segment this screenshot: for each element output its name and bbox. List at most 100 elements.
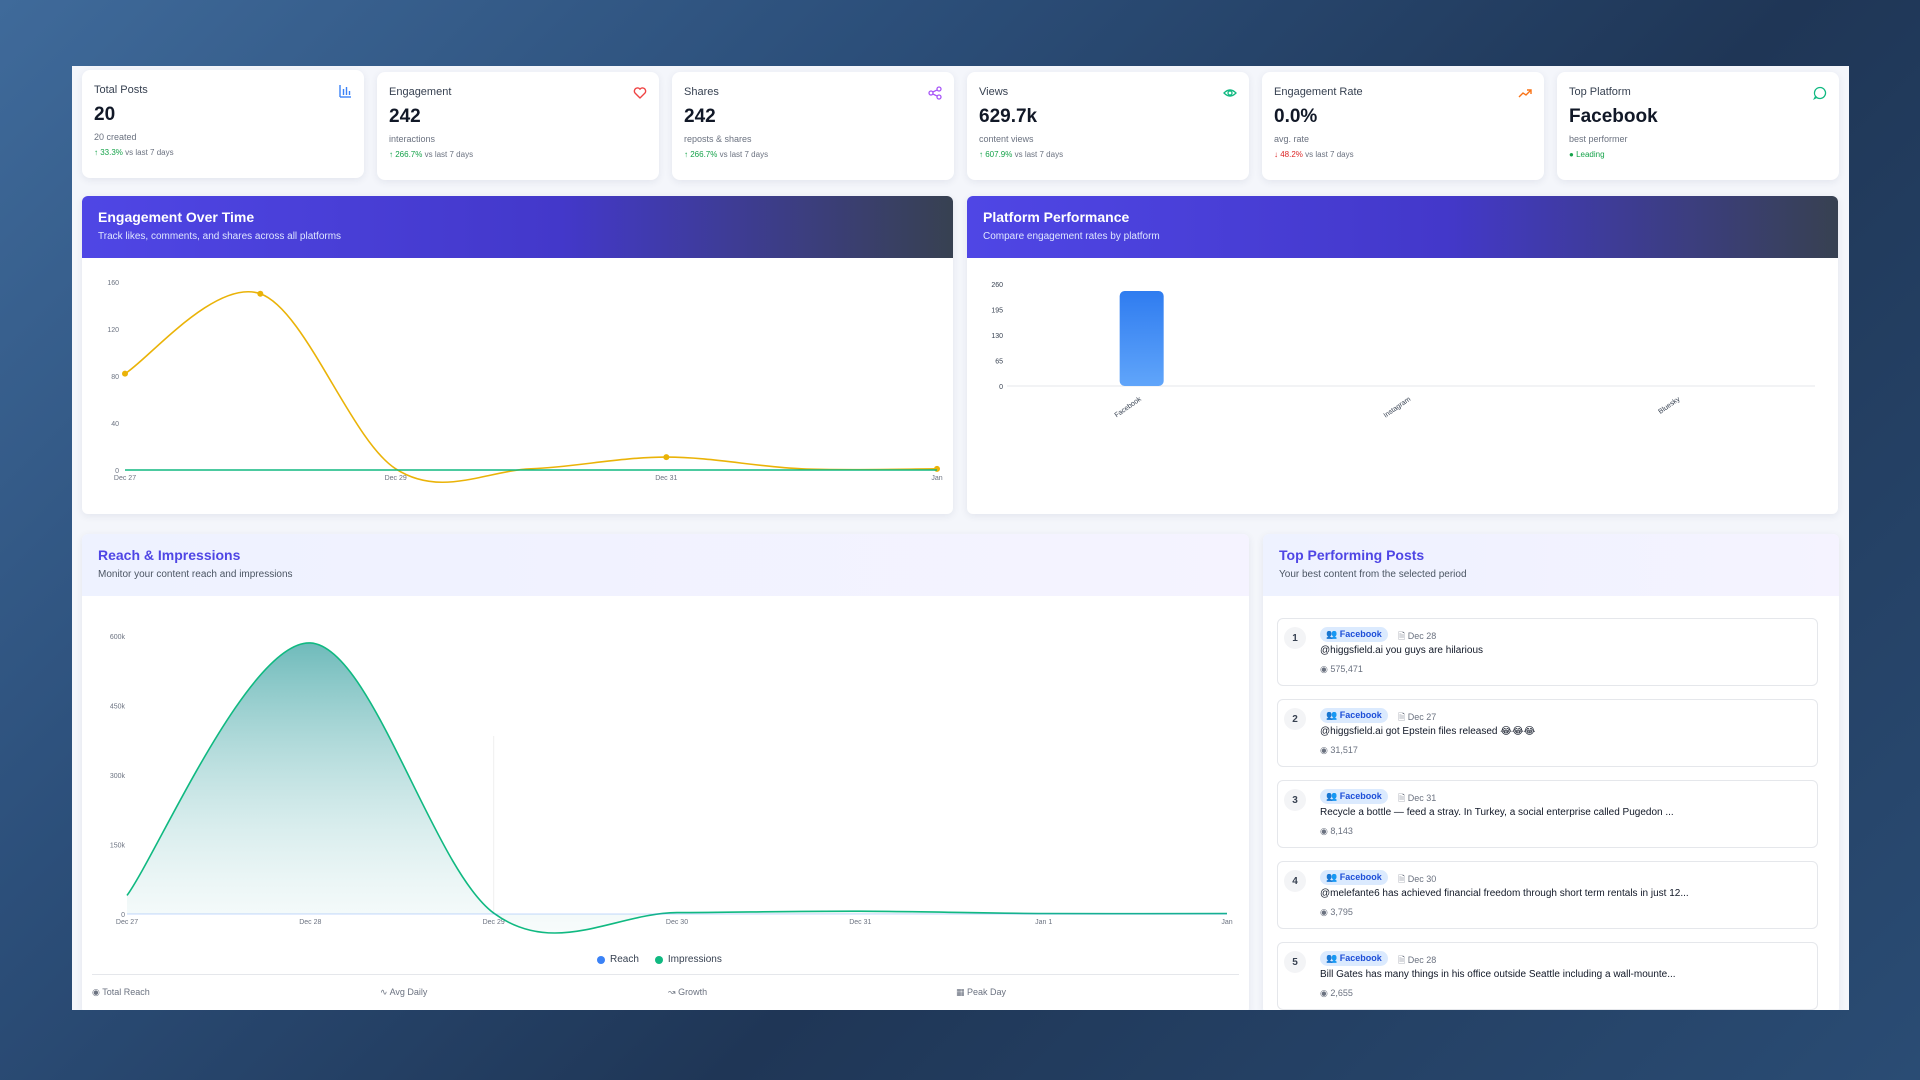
x-tick-label: Jan 1 [1035,919,1052,926]
activity-icon: ∿ [380,987,388,997]
stat-card-engagement-rate: Engagement Rate 0.0% avg. rate ↓ 48.2% v… [1262,72,1544,180]
share-icon [928,86,942,100]
document-icon: 🗎 [1398,874,1406,884]
stat-trend: ↑ 266.7% vs last 7 days [389,150,474,159]
post-text: Recycle a bottle — feed a stray. In Turk… [1320,807,1674,818]
engagement-panel: Engagement Over Time Track likes, commen… [82,196,953,514]
stat-value: 242 [684,106,716,127]
post-date: 🗎 Dec 27 [1398,712,1437,722]
panel-subtitle: Compare engagement rates by platform [983,231,1160,242]
footer-peak-day: ▦ Peak Day [956,987,1007,997]
stat-sub: interactions [389,134,436,144]
stats-row: Total Posts 20 20 created ↑ 33.3% vs las… [82,70,1839,180]
platform-badge: 👥 Facebook [1320,789,1388,804]
document-icon: 🗎 [1398,712,1406,722]
post-text: @higgsfield.ai got Epstein files release… [1320,726,1536,737]
panel-title: Top Performing Posts [1279,547,1425,563]
post-card[interactable]: 3 👥 Facebook 🗎 Dec 31 Recycle a bottle — fe… [1277,780,1818,848]
post-views: ◉ 8,143 [1320,826,1353,836]
stat-card-top-platform: Top Platform Facebook best performer ● L… [1557,72,1839,180]
stat-trend: ● Leading [1569,150,1605,159]
x-tick-label: Jan [931,475,942,482]
users-icon: 👥 [1326,629,1338,639]
eye-icon: ◉ [1320,745,1328,755]
data-point [122,370,128,377]
platform-bar-chart: 0 65 130 195 260 Facebook Instagram Bluesky [991,282,1815,420]
panel-title: Engagement Over Time [98,209,255,225]
eye-icon: ◉ [1320,907,1328,917]
impressions-line [126,642,1228,934]
engagement-panel-header: Engagement Over Time Track likes, commen… [82,196,953,258]
stat-value: 20 [94,104,116,125]
platform-panel: Platform Performance Compare engagement … [967,196,1838,514]
platform-panel-header: Platform Performance Compare engagement … [967,196,1838,258]
stat-value: 0.0% [1274,106,1318,127]
post-card[interactable]: 2 👥 Facebook 🗎 Dec 27 @higgsfield.ai got Ep… [1277,699,1818,767]
posts-panel: Top Performing Posts Your best content f… [1263,534,1839,1010]
engagement-line-chart: 0 40 80 120 160 Dec 27 Dec 29 Dec 31 Jan [107,280,943,483]
stat-label: Top Platform [1569,86,1631,98]
stat-card-engagement: Engagement 242 interactions ↑ 266.7% vs … [377,72,659,180]
stat-card-shares: Shares 242 reposts & shares ↑ 266.7% vs … [672,72,954,180]
stat-trend: ↑ 33.3% vs last 7 days [94,148,174,157]
y-tick-label: 130 [991,333,1003,340]
y-tick-label: 0 [121,912,125,919]
post-views: ◉ 2,655 [1320,988,1353,998]
post-card[interactable]: 5 👥 Facebook 🗎 Dec 28 Bill Gates has many t… [1277,942,1818,1010]
stat-trend: ↓ 48.2% vs last 7 days [1274,150,1354,159]
post-card[interactable]: 1 👥 Facebook 🗎 Dec 28 @higgsfield.ai you gu… [1277,618,1818,686]
data-point [663,454,670,461]
reach-panel-header: Reach & Impressions Monitor your content… [82,534,1249,596]
stat-label: Total Posts [94,84,148,96]
y-tick-label: 120 [107,327,119,334]
platform-badge: 👥 Facebook [1320,870,1388,885]
panel-title: Platform Performance [983,209,1130,225]
stat-value: Facebook [1569,106,1658,127]
users-icon: 👥 [1326,872,1338,882]
stat-sub: reposts & shares [684,134,752,144]
eye-icon: ◉ [1320,664,1328,674]
post-rank: 5 [1284,951,1306,973]
legend-item-reach[interactable]: Reach [597,954,639,965]
calendar-icon: ▦ [956,987,965,997]
y-tick-label: 300k [110,773,126,780]
dashboard-frame: Total Posts 20 20 created ↑ 33.3% vs las… [72,66,1849,1010]
series-line [124,290,938,483]
y-tick-label: 600k [110,634,126,641]
stat-label: Engagement [389,86,452,98]
stat-sub: best performer [1569,134,1628,144]
legend-dot [597,955,605,964]
eye-icon [1223,89,1237,97]
eye-icon: ◉ [1320,988,1328,998]
post-date: 🗎 Dec 31 [1398,793,1437,803]
panel-subtitle: Monitor your content reach and impressio… [98,569,293,580]
post-rank: 1 [1284,627,1306,649]
document-icon: 🗎 [1398,955,1406,965]
legend-item-impressions[interactable]: Impressions [654,954,722,965]
x-tick-label: Facebook [1114,396,1144,420]
post-views: ◉ 31,517 [1320,745,1358,755]
x-tick-label: Instagram [1383,396,1413,420]
stat-sub: avg. rate [1274,134,1310,144]
data-point [934,465,940,472]
panel-title: Reach & Impressions [98,547,241,563]
footer-growth: ↝ Growth [668,987,708,997]
legend-dot [654,955,663,964]
platform-badge: 👥 Facebook [1320,708,1388,723]
post-card[interactable]: 4 👥 Facebook 🗎 Dec 30 @melefante6 has achie… [1277,861,1818,929]
y-tick-label: 0 [115,468,119,475]
stat-trend: ↑ 266.7% vs last 7 days [684,150,769,159]
x-tick-label: Dec 29 [385,475,407,482]
platform-badge: 👥 Facebook [1320,951,1388,966]
eye-icon: ◉ [92,987,100,997]
post-text: @higgsfield.ai you guys are hilarious [1320,645,1484,656]
x-tick-label: Jan [1221,919,1232,926]
impressions-area [127,642,1227,933]
message-circle-icon [1813,86,1827,100]
post-rank: 4 [1284,870,1306,892]
stat-value: 629.7k [979,106,1038,127]
document-icon: 🗎 [1398,631,1406,641]
y-tick-label: 65 [995,359,1003,366]
x-tick-label: Dec 27 [116,919,138,926]
y-tick-label: 450k [110,704,126,711]
